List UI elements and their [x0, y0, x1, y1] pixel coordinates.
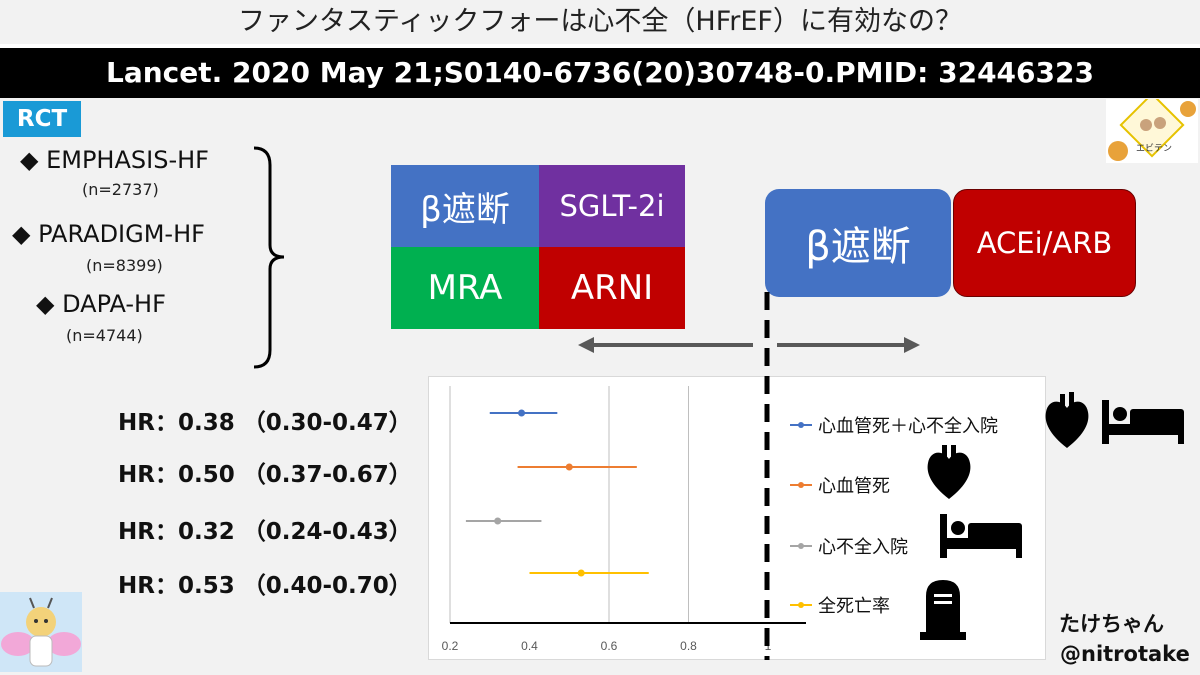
citation-bar: Lancet. 2020 May 21;S0140-6736(20)30748-…	[0, 48, 1200, 98]
legend-item-2: 心血管死	[790, 472, 890, 498]
heart-icon	[1045, 392, 1089, 448]
bed-icon-2	[940, 514, 1022, 558]
x-tick-label-1: 0.4	[521, 639, 538, 653]
box-beta-blocker: β遮断	[391, 165, 539, 247]
heart-icon-2	[927, 445, 971, 499]
bed-icon	[1102, 400, 1184, 444]
box-conventional-beta: β遮断	[765, 189, 951, 297]
trial-emphasis-n: (n=2737)	[82, 180, 159, 199]
hr-point-2	[494, 517, 502, 525]
legend-item-1: 心血管死＋心不全入院	[790, 412, 998, 438]
hr-label-1: HR：0.38 （0.30-0.47）	[118, 410, 412, 436]
trial-paradigm-n: (n=8399)	[86, 256, 163, 275]
page-title: ファンタスティックフォーは心不全（HFrEF）に有効なの？	[0, 0, 1200, 44]
hr-label-4: HR：0.53 （0.40-0.70）	[118, 573, 412, 599]
rct-badge: RCT	[3, 101, 81, 137]
legend-item-4: 全死亡率	[790, 592, 890, 618]
tombstone-icon	[920, 580, 966, 640]
legend-item-3: 心不全入院	[790, 533, 908, 559]
box-sglt2i: SGLT-2i	[539, 165, 685, 247]
hr-label-2: HR：0.50 （0.37-0.67）	[118, 462, 412, 488]
author-handle: @nitrotake	[1060, 642, 1190, 666]
forest-plot: 0.20.40.60.81	[442, 386, 806, 653]
box-arni: ARNI	[539, 247, 685, 329]
reference-line	[764, 292, 770, 660]
trial-paradigm: ◆ PARADIGM-HF	[12, 220, 205, 248]
trial-dapa-n: (n=4744)	[66, 326, 143, 345]
trial-emphasis: ◆ EMPHASIS-HF	[20, 146, 209, 174]
hr-point-1	[565, 463, 573, 471]
x-tick-label-2: 0.6	[601, 639, 618, 653]
trial-dapa: ◆ DAPA-HF	[36, 290, 166, 318]
arrows-icon	[578, 337, 920, 353]
x-tick-label-3: 0.8	[680, 639, 697, 653]
box-acei-arb: ACEi/ARB	[953, 189, 1136, 297]
x-tick-label-0: 0.2	[442, 639, 459, 653]
author-name: たけちゃん	[1059, 612, 1164, 636]
mascot-icon	[0, 592, 82, 672]
hr-point-3	[577, 569, 585, 577]
logo-eviten: エビテン	[1106, 92, 1198, 163]
box-mra: MRA	[391, 247, 539, 329]
curly-brace-icon	[253, 146, 285, 369]
hr-label-3: HR：0.32 （0.24-0.43）	[118, 519, 412, 545]
hr-point-0	[518, 409, 526, 417]
